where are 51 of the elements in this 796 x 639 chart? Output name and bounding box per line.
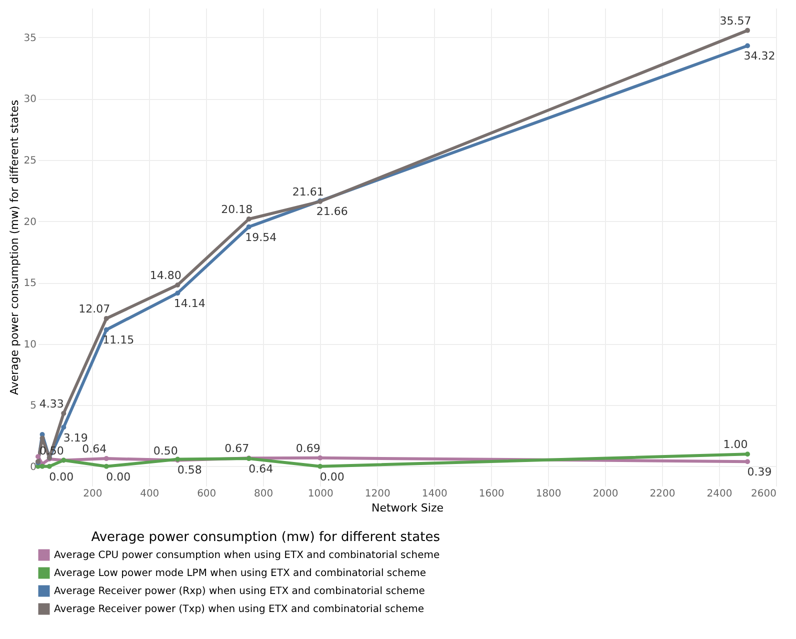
y-tick-label: 35 xyxy=(24,32,36,44)
data-label: 35.57 xyxy=(720,14,752,28)
data-label: 0.69 xyxy=(296,442,320,455)
data-label: 3.19 xyxy=(63,431,88,444)
x-tick-label: 2000 xyxy=(592,488,618,500)
y-tick-label: 10 xyxy=(24,339,36,350)
y-tick-label: 25 xyxy=(24,155,36,166)
legend-label: Average Low power mode LPM when using ETX and combinatorial scheme xyxy=(54,568,426,579)
x-tick-label: 1000 xyxy=(308,488,334,500)
data-label: 0.00 xyxy=(106,470,131,484)
data-label: 21.66 xyxy=(316,204,348,218)
data-label: 0.58 xyxy=(177,463,202,476)
data-label: 4.33 xyxy=(39,397,64,410)
legend-label: Average Receiver power (Txp) when using ETX and combinatorial scheme xyxy=(54,604,424,615)
x-tick-label: 2600 xyxy=(751,488,776,500)
x-tick-label: 1800 xyxy=(536,488,562,500)
data-label: 0.67 xyxy=(224,442,250,456)
legend-label: Average Receiver power (Rxp) when using ETX and combinatorial scheme xyxy=(54,586,425,597)
data-label: 0.00 xyxy=(320,470,344,484)
x-tick-label: 1600 xyxy=(478,488,504,500)
y-tick-label: 0 xyxy=(30,462,36,473)
data-label: 0.50 xyxy=(153,444,178,458)
x-tick-label: 1200 xyxy=(364,488,390,500)
data-label: 0.64 xyxy=(82,442,107,456)
y-tick-label: 20 xyxy=(24,216,36,228)
x-tick-label: 200 xyxy=(83,488,102,500)
data-label: 0.64 xyxy=(248,462,274,476)
data-label: 11.15 xyxy=(102,334,134,347)
data-label: 19.54 xyxy=(245,230,277,244)
data-label: 21.61 xyxy=(292,186,324,199)
y-tick-label: 5 xyxy=(30,400,36,412)
y-tick-label: 30 xyxy=(24,94,36,106)
data-label: 20.18 xyxy=(221,203,253,216)
data-label: 12.07 xyxy=(78,302,110,316)
x-axis-title: Network Size xyxy=(371,502,444,514)
data-label: 0.00 xyxy=(49,470,74,484)
data-label: 14.14 xyxy=(174,297,206,310)
data-label: 14.80 xyxy=(150,268,182,282)
x-tick-label: 600 xyxy=(197,488,216,500)
data-label: 1.00 xyxy=(723,438,748,452)
data-label: 0.39 xyxy=(747,466,772,479)
y-axis-title: Average power consumption (mw) for different states xyxy=(8,100,21,396)
x-tick-label: 2400 xyxy=(706,488,732,500)
legend-title: Average power consumption (mw) for different states xyxy=(91,530,440,545)
x-tick-label: 800 xyxy=(254,488,274,500)
x-tick-label: 1400 xyxy=(422,488,448,500)
legend-label: Average CPU power consumption when using ETX and combinatorial scheme xyxy=(54,550,440,561)
y-tick-label: 15 xyxy=(24,278,36,290)
data-label: 34.32 xyxy=(744,50,776,63)
x-tick-label: 2200 xyxy=(650,488,676,500)
x-tick-label: 400 xyxy=(140,488,160,500)
